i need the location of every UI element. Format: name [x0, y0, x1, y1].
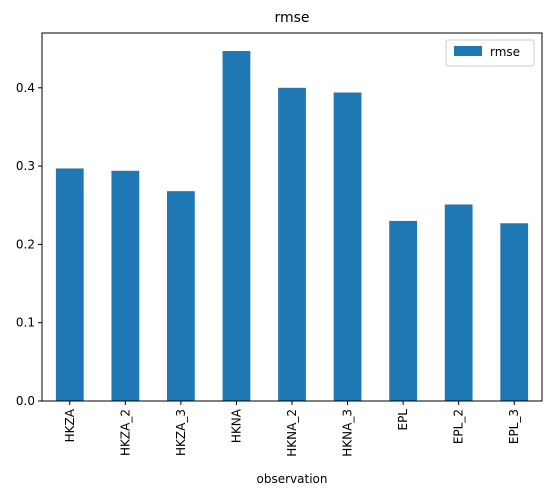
x-tick-label: HKNA: [229, 408, 243, 443]
y-tick-label: 0.4: [16, 81, 35, 95]
x-tick-label: EPL_2: [452, 409, 466, 444]
chart-title: rmse: [274, 10, 309, 26]
bar-hkna: [222, 51, 251, 401]
x-tick-label: EPL: [396, 409, 410, 431]
bar-hkna-3: [333, 92, 362, 402]
bar-hkza: [55, 168, 84, 401]
x-axis-label: observation: [257, 472, 328, 486]
x-axis: HKZA HKZA_2 HKZA_3 HKNA HKNA_2 HKNA_3 EPL EPL_2…: [63, 401, 521, 457]
bars-group: [55, 51, 529, 402]
bar-hkza-3: [167, 191, 195, 401]
legend-label: rmse: [490, 45, 520, 59]
x-tick-label: HKZA: [63, 408, 77, 442]
x-tick-label: HKZA_2: [118, 409, 132, 456]
legend: rmse: [445, 39, 535, 67]
bar-hkna-2: [278, 87, 306, 402]
legend-swatch: [454, 46, 482, 56]
x-tick-label: HKNA_3: [341, 409, 355, 457]
y-tick-label: 0.3: [16, 159, 35, 173]
bar-epl: [389, 220, 417, 401]
y-axis: 0.0 0.1 0.2 0.3 0.4: [16, 81, 42, 408]
x-tick-label: HKZA_3: [174, 409, 188, 456]
bar-hkza-2: [111, 170, 140, 401]
y-tick-label: 0.1: [16, 316, 35, 330]
x-tick-label: HKNA_2: [285, 409, 299, 457]
y-tick-label: 0.0: [16, 394, 35, 408]
x-tick-label: EPL_3: [507, 409, 521, 444]
y-tick-label: 0.2: [16, 237, 35, 251]
bar-epl-2: [444, 204, 473, 401]
bar-epl-3: [500, 223, 529, 401]
